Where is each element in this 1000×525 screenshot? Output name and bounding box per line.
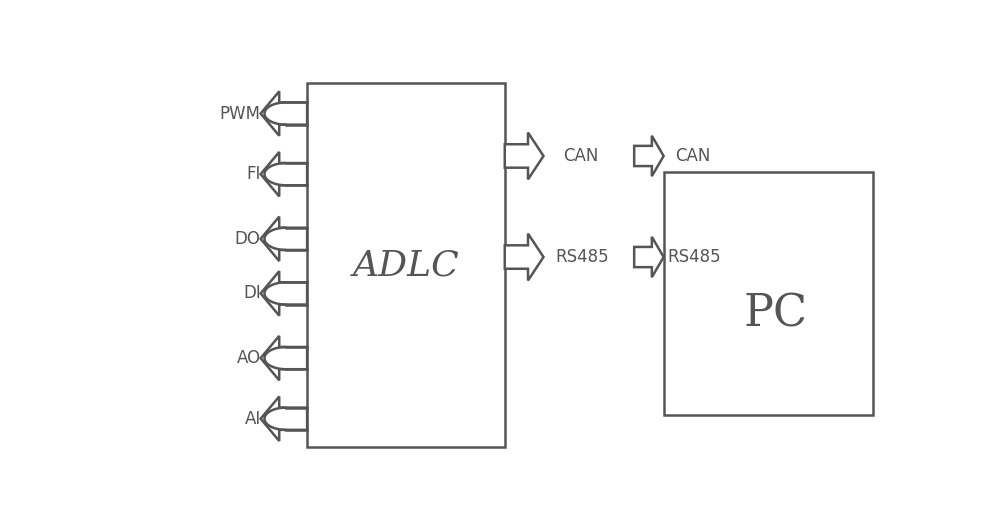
Polygon shape (261, 217, 307, 261)
Text: RS485: RS485 (668, 248, 721, 266)
Text: CAN: CAN (563, 147, 598, 165)
Polygon shape (664, 172, 873, 415)
Text: CAN: CAN (675, 147, 711, 165)
Text: AI: AI (244, 410, 261, 428)
Polygon shape (261, 91, 307, 136)
Polygon shape (505, 234, 544, 280)
Text: AO: AO (237, 349, 261, 367)
Polygon shape (634, 237, 664, 277)
Text: PC: PC (744, 292, 808, 335)
Text: DI: DI (243, 285, 261, 302)
Polygon shape (261, 336, 307, 380)
Polygon shape (261, 271, 307, 316)
Text: DO: DO (235, 230, 261, 248)
Polygon shape (634, 136, 664, 176)
Text: ADLC: ADLC (353, 248, 460, 282)
Polygon shape (307, 83, 505, 447)
Polygon shape (261, 396, 307, 441)
Polygon shape (505, 132, 544, 180)
Text: FI: FI (246, 165, 261, 183)
Text: PWM: PWM (220, 104, 261, 122)
Text: RS485: RS485 (555, 248, 609, 266)
Polygon shape (261, 152, 307, 196)
